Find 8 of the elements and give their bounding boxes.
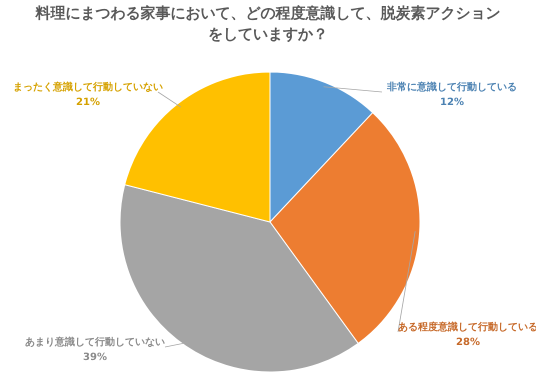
slice-label: 非常に意識して行動している [386, 81, 517, 93]
chart-title: 料理にまつわる家事において、どの程度意識して、脱炭素アクションをしていますか？ [34, 4, 500, 43]
data-label: 12% [440, 97, 464, 108]
data-label: 28% [456, 337, 480, 348]
data-label: 39% [83, 352, 107, 363]
slice-label: まったく意識して行動していない [13, 81, 163, 93]
slice-label: あまり意識して行動していない [25, 336, 165, 348]
data-label: 21% [76, 97, 100, 108]
